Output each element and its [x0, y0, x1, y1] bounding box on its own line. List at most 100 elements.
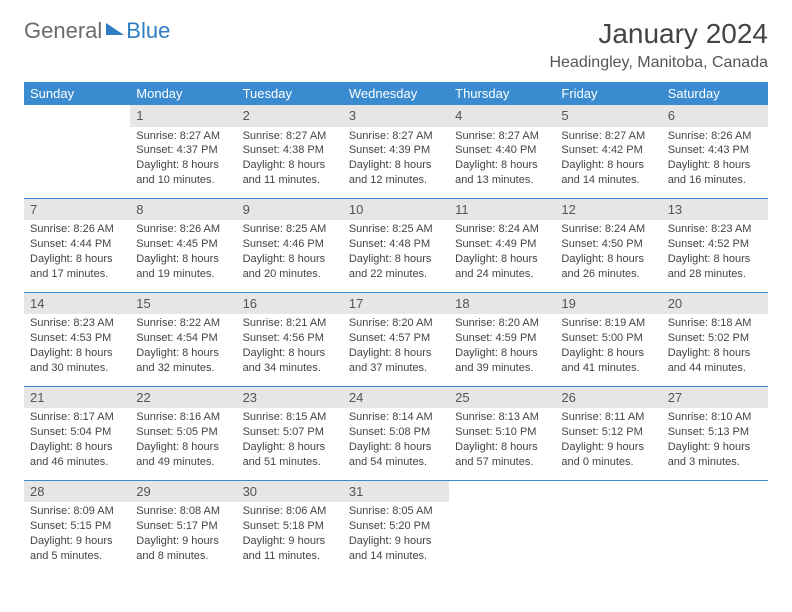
day-number: 25 [449, 387, 555, 409]
sunrise-text: Sunrise: 8:17 AM [30, 410, 124, 425]
weekday-header: Wednesday [343, 82, 449, 105]
daylight-text: Daylight: 9 hours and 5 minutes. [30, 534, 124, 564]
calendar-cell: 3Sunrise: 8:27 AMSunset: 4:39 PMDaylight… [343, 105, 449, 198]
daylight-text: Daylight: 8 hours and 49 minutes. [136, 440, 230, 470]
sunrise-text: Sunrise: 8:13 AM [455, 410, 549, 425]
sunrise-text: Sunrise: 8:27 AM [561, 129, 655, 144]
sunrise-text: Sunrise: 8:21 AM [243, 316, 337, 331]
daylight-text: Daylight: 8 hours and 12 minutes. [349, 158, 443, 188]
day-number: 16 [237, 293, 343, 315]
day-number: 31 [343, 481, 449, 503]
daylight-text: Daylight: 9 hours and 8 minutes. [136, 534, 230, 564]
day-number: 24 [343, 387, 449, 409]
sunset-text: Sunset: 5:08 PM [349, 425, 443, 440]
calendar-head: SundayMondayTuesdayWednesdayThursdayFrid… [24, 82, 768, 105]
calendar-cell: 11Sunrise: 8:24 AMSunset: 4:49 PMDayligh… [449, 198, 555, 292]
day-number: 19 [555, 293, 661, 315]
calendar-cell: 16Sunrise: 8:21 AMSunset: 4:56 PMDayligh… [237, 292, 343, 386]
sunset-text: Sunset: 4:46 PM [243, 237, 337, 252]
day-number: 2 [237, 105, 343, 127]
calendar-cell: 28Sunrise: 8:09 AMSunset: 5:15 PMDayligh… [24, 480, 130, 573]
calendar-table: SundayMondayTuesdayWednesdayThursdayFrid… [24, 82, 768, 574]
daylight-text: Daylight: 8 hours and 44 minutes. [668, 346, 762, 376]
sunset-text: Sunset: 5:15 PM [30, 519, 124, 534]
day-number: 9 [237, 199, 343, 221]
sunset-text: Sunset: 4:43 PM [668, 143, 762, 158]
daylight-text: Daylight: 8 hours and 39 minutes. [455, 346, 549, 376]
daylight-text: Daylight: 9 hours and 0 minutes. [561, 440, 655, 470]
calendar-cell: . [555, 480, 661, 573]
sunrise-text: Sunrise: 8:16 AM [136, 410, 230, 425]
daylight-text: Daylight: 8 hours and 20 minutes. [243, 252, 337, 282]
sunrise-text: Sunrise: 8:18 AM [668, 316, 762, 331]
sunset-text: Sunset: 5:04 PM [30, 425, 124, 440]
sunset-text: Sunset: 4:38 PM [243, 143, 337, 158]
day-number: 10 [343, 199, 449, 221]
day-number: 22 [130, 387, 236, 409]
day-number: 7 [24, 199, 130, 221]
day-number: 23 [237, 387, 343, 409]
calendar-cell: 10Sunrise: 8:25 AMSunset: 4:48 PMDayligh… [343, 198, 449, 292]
sunset-text: Sunset: 5:17 PM [136, 519, 230, 534]
daylight-text: Daylight: 8 hours and 14 minutes. [561, 158, 655, 188]
logo-text-blue: Blue [126, 18, 170, 44]
day-number: 18 [449, 293, 555, 315]
calendar-cell: 27Sunrise: 8:10 AMSunset: 5:13 PMDayligh… [662, 386, 768, 480]
sunrise-text: Sunrise: 8:25 AM [243, 222, 337, 237]
title-block: January 2024 Headingley, Manitoba, Canad… [549, 18, 768, 72]
sunset-text: Sunset: 5:10 PM [455, 425, 549, 440]
sunrise-text: Sunrise: 8:27 AM [455, 129, 549, 144]
sunrise-text: Sunrise: 8:06 AM [243, 504, 337, 519]
day-number: 28 [24, 481, 130, 503]
calendar-cell: 30Sunrise: 8:06 AMSunset: 5:18 PMDayligh… [237, 480, 343, 573]
calendar-cell: 6Sunrise: 8:26 AMSunset: 4:43 PMDaylight… [662, 105, 768, 198]
sunrise-text: Sunrise: 8:20 AM [455, 316, 549, 331]
day-number: 8 [130, 199, 236, 221]
sunrise-text: Sunrise: 8:11 AM [561, 410, 655, 425]
daylight-text: Daylight: 8 hours and 11 minutes. [243, 158, 337, 188]
weekday-header: Monday [130, 82, 236, 105]
sunrise-text: Sunrise: 8:27 AM [243, 129, 337, 144]
daylight-text: Daylight: 9 hours and 11 minutes. [243, 534, 337, 564]
daylight-text: Daylight: 8 hours and 30 minutes. [30, 346, 124, 376]
daylight-text: Daylight: 8 hours and 10 minutes. [136, 158, 230, 188]
sunrise-text: Sunrise: 8:22 AM [136, 316, 230, 331]
daylight-text: Daylight: 8 hours and 28 minutes. [668, 252, 762, 282]
sunset-text: Sunset: 4:40 PM [455, 143, 549, 158]
calendar-cell: 23Sunrise: 8:15 AMSunset: 5:07 PMDayligh… [237, 386, 343, 480]
weekday-header: Friday [555, 82, 661, 105]
calendar-week: 14Sunrise: 8:23 AMSunset: 4:53 PMDayligh… [24, 292, 768, 386]
calendar-cell: 5Sunrise: 8:27 AMSunset: 4:42 PMDaylight… [555, 105, 661, 198]
calendar-body: .1Sunrise: 8:27 AMSunset: 4:37 PMDayligh… [24, 105, 768, 574]
sunset-text: Sunset: 4:49 PM [455, 237, 549, 252]
daylight-text: Daylight: 8 hours and 17 minutes. [30, 252, 124, 282]
sunrise-text: Sunrise: 8:19 AM [561, 316, 655, 331]
daylight-text: Daylight: 8 hours and 22 minutes. [349, 252, 443, 282]
calendar-cell: 2 Sunrise: 8:27 AMSunset: 4:38 PMDaylight… [237, 105, 343, 198]
weekday-header: Saturday [662, 82, 768, 105]
daylight-text: Daylight: 8 hours and 54 minutes. [349, 440, 443, 470]
day-number: 21 [24, 387, 130, 409]
calendar-cell: 12Sunrise: 8:24 AMSunset: 4:50 PMDayligh… [555, 198, 661, 292]
calendar-cell: 7Sunrise: 8:26 AMSunset: 4:44 PMDaylight… [24, 198, 130, 292]
day-number: 26 [555, 387, 661, 409]
calendar-cell: 17Sunrise: 8:20 AMSunset: 4:57 PMDayligh… [343, 292, 449, 386]
sunrise-text: Sunrise: 8:27 AM [349, 129, 443, 144]
calendar-cell: 31Sunrise: 8:05 AMSunset: 5:20 PMDayligh… [343, 480, 449, 573]
day-number: 1 [130, 105, 236, 127]
calendar-cell: 29Sunrise: 8:08 AMSunset: 5:17 PMDayligh… [130, 480, 236, 573]
day-number: 5 [555, 105, 661, 127]
sunset-text: Sunset: 4:57 PM [349, 331, 443, 346]
daylight-text: Daylight: 8 hours and 16 minutes. [668, 158, 762, 188]
day-number: 4 [449, 105, 555, 127]
day-number: 14 [24, 293, 130, 315]
calendar-cell: 21Sunrise: 8:17 AMSunset: 5:04 PMDayligh… [24, 386, 130, 480]
calendar-cell: 13Sunrise: 8:23 AMSunset: 4:52 PMDayligh… [662, 198, 768, 292]
sunset-text: Sunset: 4:48 PM [349, 237, 443, 252]
calendar-cell: 22Sunrise: 8:16 AMSunset: 5:05 PMDayligh… [130, 386, 236, 480]
sunset-text: Sunset: 5:02 PM [668, 331, 762, 346]
daylight-text: Daylight: 8 hours and 24 minutes. [455, 252, 549, 282]
sunset-text: Sunset: 4:54 PM [136, 331, 230, 346]
daylight-text: Daylight: 9 hours and 14 minutes. [349, 534, 443, 564]
calendar-cell: 24Sunrise: 8:14 AMSunset: 5:08 PMDayligh… [343, 386, 449, 480]
